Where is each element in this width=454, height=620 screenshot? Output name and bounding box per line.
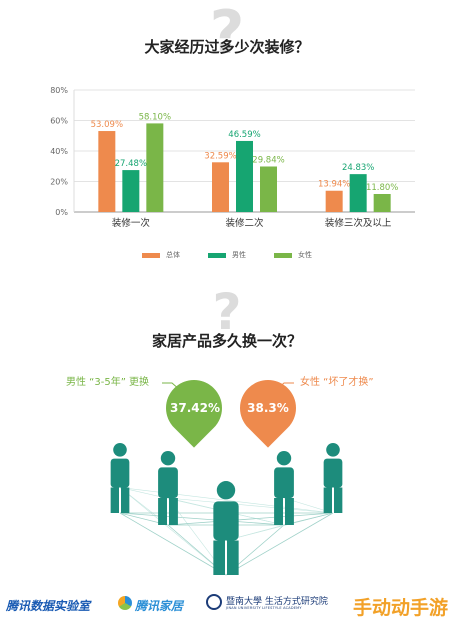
person-body bbox=[213, 501, 239, 541]
network-line bbox=[225, 512, 334, 576]
bar bbox=[146, 123, 164, 212]
person-icon bbox=[276, 451, 292, 466]
network-line bbox=[119, 512, 227, 576]
person-leg bbox=[334, 487, 343, 513]
bar-value-label: 13.94% bbox=[318, 180, 350, 190]
question-mark-icon-2: ? bbox=[212, 283, 242, 341]
brand-tencent-home: 腾讯家居 bbox=[135, 599, 184, 613]
y-tick-label: 0% bbox=[55, 208, 68, 217]
bar-value-label: 11.80% bbox=[366, 183, 398, 193]
bar bbox=[122, 170, 140, 212]
legend-item-female: 女性 bbox=[274, 250, 312, 260]
person-leg bbox=[158, 498, 167, 525]
person-leg bbox=[227, 540, 239, 575]
person-body bbox=[158, 467, 178, 498]
y-tick-label: 40% bbox=[50, 147, 68, 156]
section2-title: 家居产品多久换一次？ bbox=[151, 332, 302, 350]
network-line bbox=[167, 512, 334, 526]
person-icon bbox=[216, 481, 236, 500]
male-value: 37.42% bbox=[170, 401, 220, 415]
person-body bbox=[110, 458, 130, 488]
female-value: 38.3% bbox=[247, 401, 289, 415]
bar bbox=[349, 174, 367, 212]
brand-jinan-subtitle: JINAN UNIVERSITY LIFESTYLE ACADEMY bbox=[226, 606, 302, 610]
person-leg bbox=[323, 487, 332, 513]
female-caption: 女性 “坏了才换” bbox=[300, 377, 374, 388]
person-leg bbox=[285, 498, 294, 525]
network-line bbox=[167, 497, 334, 514]
x-tick-label: 装修二次 bbox=[225, 217, 264, 229]
bar-value-label: 24.83% bbox=[342, 163, 374, 173]
bar bbox=[98, 131, 116, 212]
bar bbox=[325, 190, 343, 212]
person-body bbox=[323, 458, 343, 488]
legend-swatch-female bbox=[274, 252, 292, 258]
person-icon bbox=[326, 443, 340, 457]
bar-value-label: 46.59% bbox=[228, 130, 260, 140]
legend-label-total: 总体 bbox=[166, 251, 180, 259]
legend-label-male: 男性 bbox=[232, 251, 246, 259]
footer: 腾讯数据实验室 腾讯家居 暨南大學 生活方式研究院 JINAN UNIVERSI… bbox=[0, 590, 454, 619]
legend-item-total: 总体 bbox=[142, 250, 180, 260]
tencent-home-logo-icon bbox=[118, 596, 132, 610]
network-line bbox=[119, 487, 334, 514]
person-leg bbox=[213, 540, 225, 575]
bar-value-label: 27.48% bbox=[115, 159, 147, 169]
person-leg bbox=[274, 498, 283, 525]
watermark: 手动动手游 bbox=[352, 597, 448, 619]
question-mark-icon: ? bbox=[209, 0, 245, 68]
brand-jinan-lifestyle: 暨南大學 生活方式研究院 bbox=[226, 597, 328, 607]
x-tick-label: 装修一次 bbox=[112, 217, 151, 229]
legend-swatch-male bbox=[208, 252, 226, 258]
legend-label-female: 女性 bbox=[298, 251, 312, 259]
person-leg bbox=[110, 487, 119, 513]
legend-item-male: 男性 bbox=[208, 250, 246, 260]
x-tick-label: 装修三次及以上 bbox=[325, 217, 392, 229]
network-line bbox=[119, 512, 285, 526]
male-caption: 男性 “3-5年” 更换 bbox=[66, 377, 150, 388]
bar bbox=[212, 162, 229, 212]
person-leg bbox=[169, 498, 178, 525]
y-tick-label: 60% bbox=[50, 117, 68, 126]
chart-title: 大家经历过多少次装修？ bbox=[144, 38, 310, 56]
person-body bbox=[274, 467, 294, 498]
person-leg bbox=[121, 487, 130, 513]
bar-value-label: 29.84% bbox=[252, 155, 284, 165]
bar-value-label: 53.09% bbox=[91, 120, 123, 130]
bar-chart: 0% 20% 40% 60% 80% 53.09% 27.48% 58.10% 装修一次 32.5… bbox=[50, 86, 415, 229]
bar-value-label: 58.10% bbox=[139, 112, 171, 122]
people-network bbox=[110, 443, 343, 576]
network-line bbox=[119, 487, 227, 576]
bar bbox=[373, 194, 391, 212]
person-icon bbox=[160, 451, 176, 466]
brand-tencent-data-lab: 腾讯数据实验室 bbox=[6, 599, 91, 613]
chart-legend: 总体 男性 女性 bbox=[0, 250, 454, 260]
jinan-university-seal-icon bbox=[206, 594, 222, 610]
bar bbox=[236, 140, 253, 212]
y-tick-label: 80% bbox=[50, 86, 68, 95]
bar-value-label: 32.59% bbox=[204, 151, 236, 161]
y-tick-label: 20% bbox=[50, 178, 68, 187]
bar bbox=[260, 166, 277, 212]
person-icon bbox=[113, 443, 127, 457]
legend-swatch-total bbox=[142, 252, 160, 258]
